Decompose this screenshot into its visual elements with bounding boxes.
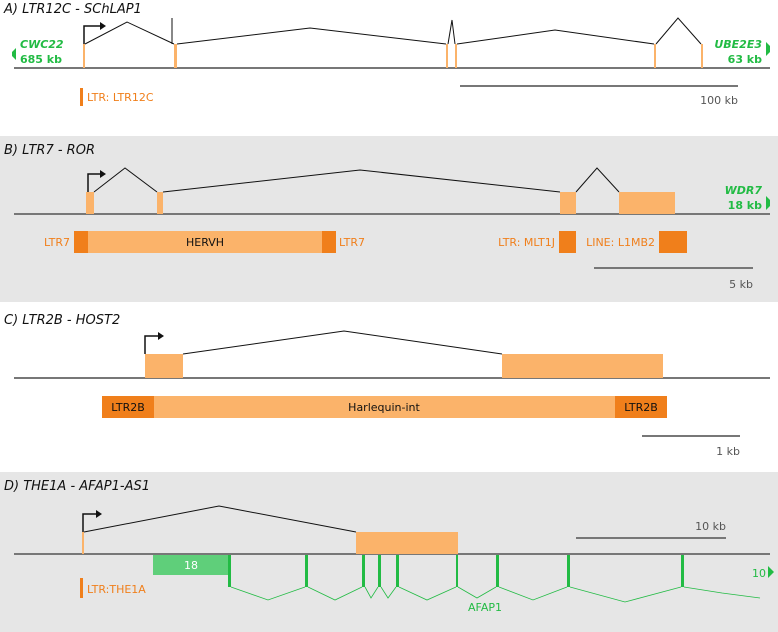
panel-d-title: D) THE1A - AFAP1-AS1 xyxy=(4,479,150,494)
panel-b-scale-label: 5 kb xyxy=(729,278,753,291)
panel-c-intron-1 xyxy=(182,330,503,355)
panel-b-right-arrow-icon xyxy=(766,196,770,210)
panel-d-exon-2 xyxy=(356,532,458,554)
panel-d-afap1-intron-6 xyxy=(457,586,497,599)
panel-a-title: A) LTR12C - SChLAP1 xyxy=(3,2,142,17)
panel-d-scale-label: 10 kb xyxy=(695,520,726,533)
panel-d-exon-count: 18 xyxy=(184,559,198,572)
panel-b-hervh-label: HERVH xyxy=(186,236,224,249)
panel-a-right-arrow-icon xyxy=(766,42,770,56)
panel-d-afap1-intron-3 xyxy=(364,586,379,599)
panel-c-exon-1 xyxy=(145,354,183,378)
panel-d-afap1-exon-d xyxy=(378,555,381,587)
panel-d-tss-arrowhead-icon xyxy=(96,510,102,518)
panel-a-right-gene: UBE2E3 xyxy=(714,38,762,51)
panel-b xyxy=(0,136,778,302)
panel-a-right-dist: 63 kb xyxy=(728,53,762,66)
panel-b-tss-arrowhead-icon xyxy=(100,170,106,178)
panel-a-left-dist: 685 kb xyxy=(20,53,62,66)
panel-b-exon-3 xyxy=(560,192,576,214)
panel-d-right-arrow-icon xyxy=(768,566,774,578)
panel-a-exon-5 xyxy=(654,44,656,68)
panel-c-scale-label: 1 kb xyxy=(716,445,740,458)
panel-d-afap1-intron-4 xyxy=(380,586,397,599)
panel-a-ltr-marker xyxy=(80,88,83,106)
panel-a-exon-2 xyxy=(174,44,177,68)
panel-d-afap1-intron-9 xyxy=(683,586,761,599)
panel-d-afap1-exon-g xyxy=(496,555,499,587)
panel-b-hervh xyxy=(88,231,322,253)
panel-c-exon-2 xyxy=(502,354,663,378)
panel-a-ltr-label: LTR: LTR12C xyxy=(87,91,154,104)
panel-a-intron-4 xyxy=(456,29,655,45)
panel-b-ltr7-left-label: LTR7 xyxy=(44,236,70,249)
panel-b-exon-4 xyxy=(619,192,675,214)
panel-d-afap1-intron-5 xyxy=(398,586,457,601)
panel-a-intron-1 xyxy=(84,21,175,45)
panel-b-l1mb2-label: LINE: L1MB2 xyxy=(586,236,655,249)
panel-d-afap1-intron-7 xyxy=(498,586,568,601)
panel-d-intron-1 xyxy=(83,505,357,533)
panel-a-tss-arrow-icon xyxy=(83,25,100,44)
panel-a-exon-4 xyxy=(455,44,457,68)
panel-d-afap1-exon-h xyxy=(567,555,570,587)
panel-d-afap1-exon-f xyxy=(456,555,458,587)
panel-d-ltr-marker xyxy=(80,578,83,598)
panel-c-ltr2b-right xyxy=(615,396,667,418)
panel-d-right-label: 10 xyxy=(752,567,766,580)
panel-d-exon-1 xyxy=(82,532,84,554)
panel-d-ltr-label: LTR:THE1A xyxy=(87,583,146,596)
panel-b-l1mb2 xyxy=(659,231,687,253)
panel-b-ltr7-left xyxy=(74,231,88,253)
panel-c-tss-arrowhead-icon xyxy=(158,332,164,340)
panel-b-right-dist: 18 kb xyxy=(728,199,762,212)
panel-c-harlequin-int xyxy=(154,396,615,418)
panel-d-afap1-exon-e xyxy=(396,555,399,587)
panel-b-tss-arrow-icon xyxy=(87,173,100,192)
panel-a-intron-3 xyxy=(447,19,456,45)
panel-d-afap1-exon-a xyxy=(228,555,231,587)
panel-b-mlt1j-label: LTR: MLT1J xyxy=(498,236,555,249)
panel-d-afap1-exon-i xyxy=(681,555,684,587)
panel-d-afap1-intron-1 xyxy=(230,586,306,601)
panel-a-exon-1 xyxy=(83,44,85,68)
panel-d-afap1-intron-2 xyxy=(307,586,363,601)
panel-b-exon-2 xyxy=(157,192,163,214)
panel-b-right-gene: WDR7 xyxy=(725,184,763,197)
panel-a-scale-label: 100 kb xyxy=(700,94,738,107)
panel-b-exon-1 xyxy=(86,192,94,214)
panel-d-afap1-exons-block xyxy=(153,555,229,575)
panel-d-afap1-exon-c xyxy=(362,555,365,587)
panel-b-title: B) LTR7 - ROR xyxy=(4,143,95,158)
panel-a-exon-3 xyxy=(446,44,448,68)
panel-a-left-arrow-icon xyxy=(12,48,16,60)
panel-a-intron-5 xyxy=(655,17,702,45)
panel-d-gene-name: AFAP1 xyxy=(468,601,502,614)
panel-c-ltr2b-left xyxy=(102,396,154,418)
panel-d-afap1-intron-8 xyxy=(569,586,682,603)
panel-b-ltr7-right-label: LTR7 xyxy=(339,236,365,249)
panel-c-internal-label: Harlequin-int xyxy=(348,401,420,414)
panel-c-title: C) LTR2B - HOST2 xyxy=(4,313,120,328)
panel-c-ltr2b-right-label: LTR2B xyxy=(624,401,658,414)
panel-d-afap1-exon-b xyxy=(305,555,308,587)
panel-b-intron-3 xyxy=(575,167,620,193)
panel-b-mlt1j xyxy=(559,231,576,253)
panel-b-ltr7-right xyxy=(322,231,336,253)
panel-c-ltr2b-left-label: LTR2B xyxy=(111,401,145,414)
panel-a-exon-6 xyxy=(701,44,703,68)
panel-b-intron-2 xyxy=(162,169,561,193)
panel-b-intron-1 xyxy=(93,167,158,193)
panel-a-intron-2 xyxy=(176,27,447,45)
panel-a-tss-arrowhead-icon xyxy=(100,22,106,30)
panel-a-left-gene: CWC22 xyxy=(20,38,64,51)
panel-d-tss-arrow-icon xyxy=(82,513,96,532)
panel-c-tss-arrow-icon xyxy=(144,335,158,354)
